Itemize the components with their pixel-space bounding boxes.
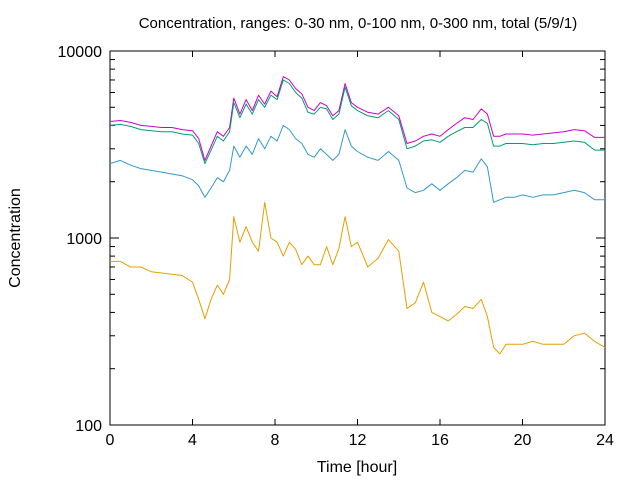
chart-title: Concentration, ranges: 0-30 nm, 0-100 nm… <box>139 15 578 32</box>
x-tick-label: 0 <box>106 432 115 449</box>
x-tick-label: 4 <box>188 432 197 449</box>
y-axis-title: Concentration <box>7 188 24 288</box>
series-line-2 <box>109 79 605 165</box>
x-axis-title: Time [hour] <box>317 459 397 476</box>
series-line-4 <box>110 201 606 355</box>
y-axis: 100 1000 10000 <box>58 44 605 435</box>
x-tick-label: 20 <box>514 432 532 449</box>
y-tick-label: 100 <box>75 418 102 435</box>
series-line-1 <box>109 76 605 161</box>
x-tick-label: 16 <box>431 432 449 449</box>
x-tick-label: 24 <box>596 432 614 449</box>
x-tick-label: 8 <box>271 432 280 449</box>
x-axis: 0 4 8 12 16 20 24 <box>106 51 614 449</box>
series-layer <box>109 76 606 355</box>
series-line-3 <box>109 124 605 203</box>
y-tick-label: 10000 <box>58 44 103 61</box>
x-tick-label: 12 <box>349 432 367 449</box>
y-tick-label: 1000 <box>66 231 102 248</box>
